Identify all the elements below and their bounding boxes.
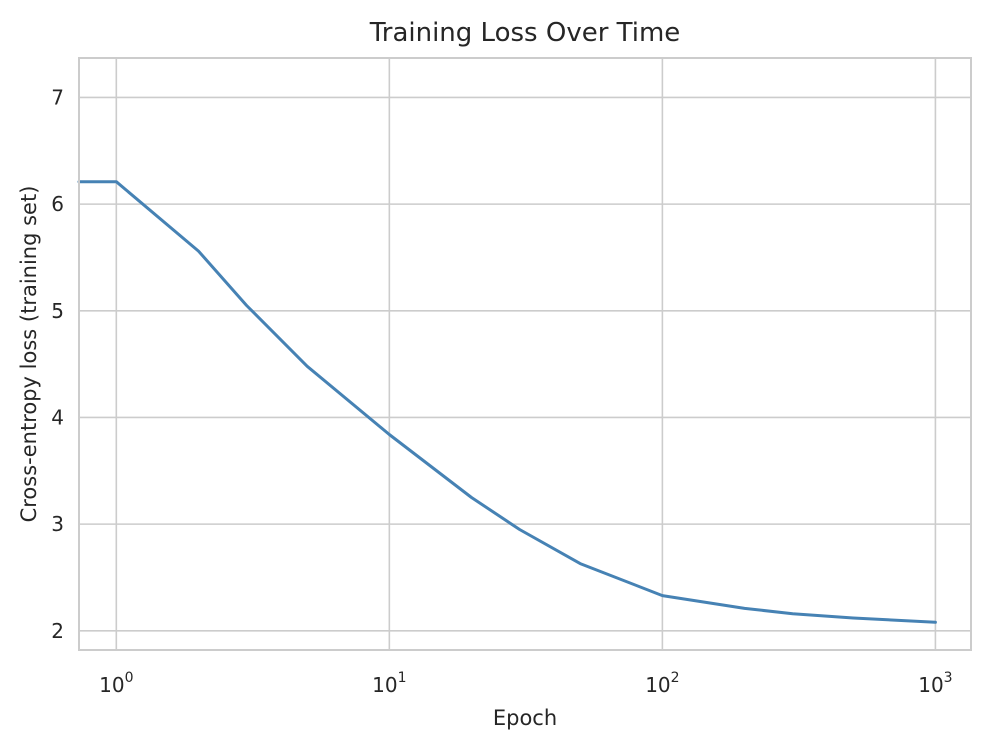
y-tick-label: 4 xyxy=(51,405,64,429)
y-tick-label: 2 xyxy=(51,619,64,643)
y-tick-label: 7 xyxy=(51,85,64,109)
x-tick-exponent: 0 xyxy=(125,670,134,686)
plot-frame xyxy=(78,57,972,651)
series-line xyxy=(77,180,937,624)
y-tick-label: 6 xyxy=(51,192,64,216)
x-tick-base: 10 xyxy=(372,673,397,697)
x-tick-label: 100 xyxy=(99,670,133,697)
x-tick-exponent: 2 xyxy=(671,670,680,686)
series-layer xyxy=(77,180,937,624)
y-tick-label: 5 xyxy=(51,299,64,323)
x-tick-exponent: 1 xyxy=(398,670,407,686)
x-tick-base: 10 xyxy=(99,673,124,697)
x-tick-base: 10 xyxy=(918,673,943,697)
x-tick-label: 102 xyxy=(645,670,679,697)
chart-title: Training Loss Over Time xyxy=(369,18,681,48)
grid xyxy=(79,58,971,650)
x-tick-label: 103 xyxy=(918,670,952,697)
x-tick-base: 10 xyxy=(645,673,670,697)
x-axis-title: Epoch xyxy=(493,706,557,730)
x-tick-label: 101 xyxy=(372,670,406,697)
x-tick-exponent: 3 xyxy=(944,670,953,686)
y-tick-label: 3 xyxy=(51,512,64,536)
y-axis-title: Cross-entropy loss (training set) xyxy=(17,186,41,523)
